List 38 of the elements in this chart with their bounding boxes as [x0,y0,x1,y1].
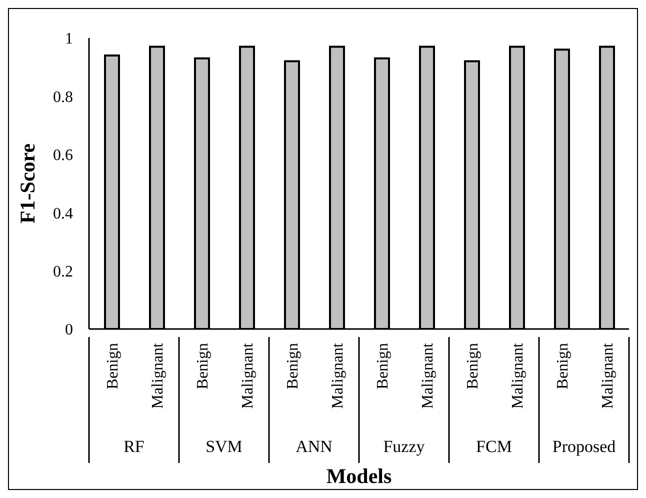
bar [464,60,480,329]
bar [104,54,120,329]
y-tick-label: 0.8 [53,88,73,106]
text: RF [124,437,144,456]
y-tick-label: 0 [65,322,73,339]
text: FCM [476,437,512,456]
y-tick-label: 0.2 [53,263,73,280]
y-tick-label: 1 [65,30,73,48]
x-tick-label: Malignant [330,342,346,409]
bar [554,48,570,329]
text: SVM [206,437,242,456]
bar [149,46,165,329]
bar [194,57,210,329]
bar [599,46,615,329]
x-tick-label: Benign [464,343,482,390]
bar [374,57,390,329]
text: ANN [296,437,332,456]
x-tick-label: Malignant [420,342,436,409]
x-tick-label: Malignant [600,342,616,409]
y-tick-label: 0.6 [53,147,73,164]
bar [239,46,255,329]
x-axis-title: Models [326,464,392,488]
bar [329,46,345,329]
text: Fuzzy [383,437,426,456]
text: Proposed [552,437,616,456]
x-tick-label: Malignant [510,342,526,409]
x-tick-label: Benign [194,343,212,390]
x-tick-label: Benign [104,343,122,390]
x-tick-label: Benign [554,343,572,390]
x-tick-label: Malignant [240,342,256,409]
x-tick-label: Malignant [150,342,166,409]
y-tick-label: 0.4 [53,205,73,222]
y-axis-title: F1-Score [15,143,40,224]
bar [284,60,300,329]
bar [419,46,435,329]
x-tick-label: Benign [284,343,302,390]
x-tick-label: Benign [374,343,392,390]
bar [509,46,525,329]
